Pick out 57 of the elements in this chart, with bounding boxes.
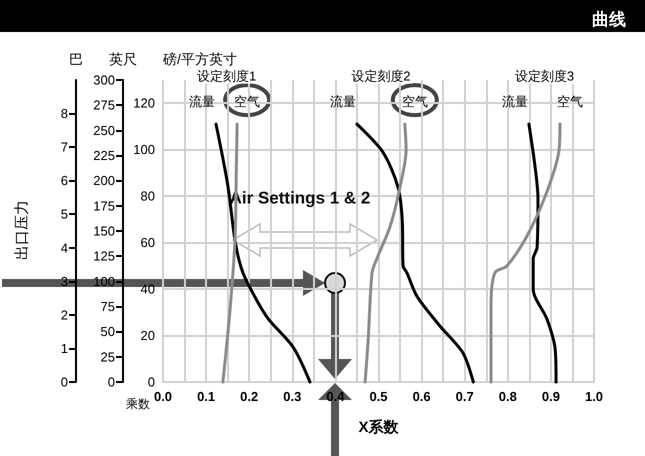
x-axis-title: X系数 [358, 419, 400, 436]
y3-tick-label: 1 [60, 340, 68, 356]
x-tick-label: 0.7 [456, 389, 474, 404]
y3-tick-label: 6 [60, 173, 68, 188]
y-tick-label: 100 [133, 142, 155, 158]
y2-tick-label: 300 [93, 72, 115, 88]
y2-tick-label: 50 [100, 324, 115, 340]
line-series [364, 122, 408, 384]
y2-tick-label: 200 [93, 173, 115, 188]
y2-tick-label: 250 [93, 122, 115, 138]
y-tick-label: 60 [140, 235, 155, 250]
x-tick-label: 0.0 [154, 389, 172, 404]
x-tick-label: 0.9 [542, 389, 560, 404]
y2-tick-label: 25 [100, 349, 115, 364]
line-series [489, 122, 562, 384]
x-tick-label: 0.2 [240, 389, 258, 404]
annotation: 设定刻度3 [514, 68, 574, 84]
y2-tick-label: 0 [108, 374, 115, 390]
annotation: 设定刻度1 [196, 68, 256, 84]
y3-axis-title: 巴 [69, 51, 83, 67]
text: 出口压力 [14, 200, 30, 260]
y-axis-title: 磅/平方英寸 [162, 51, 237, 67]
series-label: 流量 [330, 94, 356, 110]
line-series [355, 122, 475, 384]
x-tick-label: 1.0 [584, 389, 604, 404]
x-tick-label: 0.1 [197, 389, 216, 404]
x-tick-label: 0.8 [498, 389, 517, 404]
y2-tick-label: 150 [93, 224, 115, 238]
y-tick-label: 80 [140, 188, 155, 204]
x-tick-label: 0.5 [369, 389, 388, 404]
y3-tick-label: 4 [60, 240, 68, 256]
y2-tick-label: 225 [93, 148, 115, 163]
x-tick-label: 0.6 [412, 389, 431, 404]
series-label: 空气 [556, 94, 583, 110]
y3-tick-label: 8 [60, 106, 68, 122]
series-label: 空气 [234, 94, 260, 110]
x-tick-label: 0.4 [326, 389, 346, 404]
series-label: 流量 [189, 94, 216, 110]
y2-tick-label: 75 [100, 299, 115, 314]
text: 乘数 [126, 397, 150, 411]
y3-tick-label: 7 [60, 140, 68, 155]
y-tick-label: 0 [148, 374, 155, 390]
y-tick-label: 120 [133, 96, 155, 111]
x-tick-label: 0.3 [283, 389, 302, 404]
line-series [527, 122, 558, 384]
annotation: 设定刻度2 [351, 68, 410, 84]
y2-tick-label: 175 [93, 198, 115, 214]
y2-axis-title: 英尺 [109, 51, 137, 67]
y2-tick-label: 125 [93, 248, 115, 264]
y3-tick-label: 2 [60, 307, 68, 322]
y3-tick-label: 0 [60, 374, 68, 390]
y-tick-label: 20 [140, 328, 155, 344]
series-label: 流量 [502, 94, 528, 110]
y2-tick-label: 275 [93, 98, 115, 113]
y3-tick-label: 5 [60, 206, 68, 222]
series-label: 空气 [402, 94, 428, 110]
chart-title: 曲线 [592, 10, 626, 29]
